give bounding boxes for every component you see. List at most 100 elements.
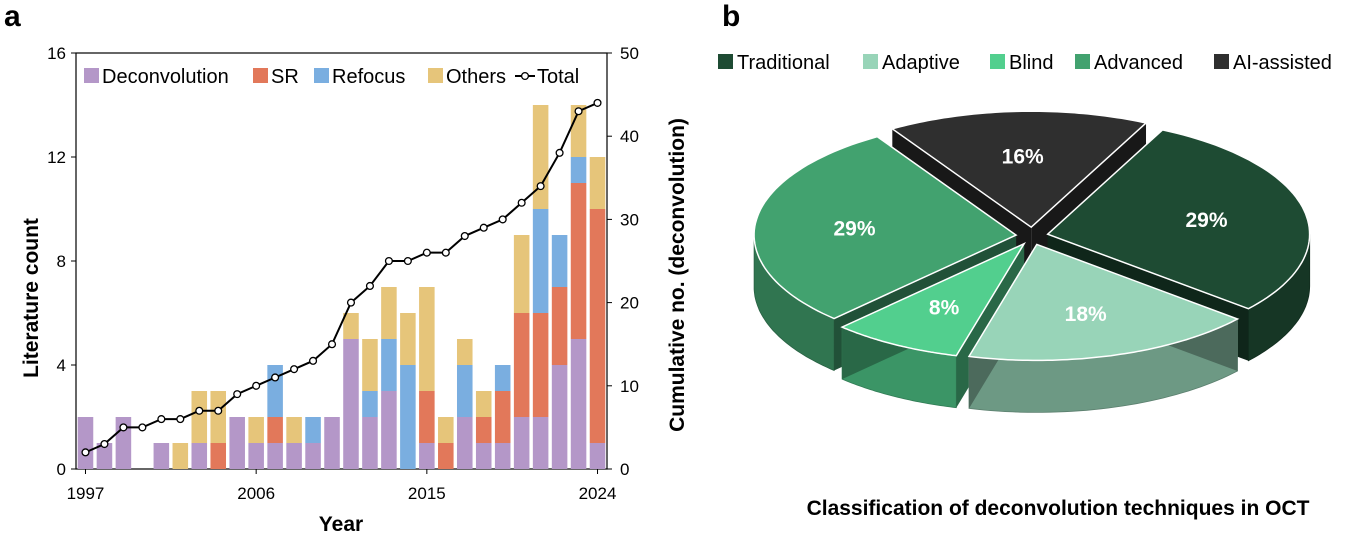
bar-refocus-2012 xyxy=(362,391,378,417)
bar-refocus-2022 xyxy=(551,235,568,287)
y2-axis-ticks: 0 10 20 30 40 50 xyxy=(607,44,639,479)
bar-others-2014 xyxy=(400,313,416,365)
pie-label-advanced: 29% xyxy=(833,218,875,241)
y-tick-label: 0 xyxy=(57,460,66,479)
bar-sr-2015 xyxy=(419,391,435,443)
bar-deconvolution-2012 xyxy=(362,417,378,469)
panel-label-b: b xyxy=(722,0,740,33)
x-tick-label: 2024 xyxy=(579,484,617,503)
pie-label-ai-assisted: 16% xyxy=(1002,145,1044,168)
total-point-1999 xyxy=(119,423,128,432)
bar-refocus-2009 xyxy=(305,417,321,443)
bar-others-2004 xyxy=(210,391,227,443)
total-point-2008 xyxy=(290,365,299,374)
x-tick-label: 2015 xyxy=(408,484,446,503)
bar-legend: Deconvolution SR Refocus Others Total xyxy=(84,66,579,88)
pie-legend-swatch-blind xyxy=(990,54,1005,69)
total-point-2000 xyxy=(138,423,147,432)
bar-deconvolution-1997 xyxy=(77,417,94,469)
bar-others-2006 xyxy=(248,417,264,443)
bar-refocus-2017 xyxy=(456,365,473,417)
bar-deconvolution-2023 xyxy=(570,339,587,469)
bar-others-2017 xyxy=(456,339,473,365)
bar-deconvolution-2018 xyxy=(475,443,492,469)
pie-tops xyxy=(753,110,1311,362)
total-point-2005 xyxy=(233,390,242,399)
bar-sr-2022 xyxy=(551,287,568,365)
y-tick-label: 4 xyxy=(57,356,66,375)
total-line xyxy=(81,98,602,457)
bar-sr-2016 xyxy=(438,443,454,469)
legend-swatch-others xyxy=(428,68,443,83)
bar-others-2015 xyxy=(419,287,435,391)
legend-label-deconvolution: Deconvolution xyxy=(102,66,229,88)
y-tick-label: 8 xyxy=(57,252,66,271)
legend-marker-total xyxy=(520,71,530,81)
bar-others-2020 xyxy=(513,235,530,313)
bar-others-2003 xyxy=(191,391,208,443)
pie-slice-advanced xyxy=(753,135,1018,320)
bar-sr-2007 xyxy=(267,417,283,443)
bar-deconvolution-2010 xyxy=(324,417,340,469)
pie-legend-label-advanced: Advanced xyxy=(1094,52,1183,74)
bar-sr-2019 xyxy=(494,391,511,443)
total-point-2009 xyxy=(309,356,318,365)
pie-legend: Traditional Adaptive Blind Advanced AI-assis… xyxy=(718,52,1332,74)
legend-label-total: Total xyxy=(537,66,579,88)
bar-deconvolution-2007 xyxy=(267,443,283,469)
pie-slice-traditional xyxy=(1046,129,1311,310)
bar-deconvolution-2019 xyxy=(494,443,511,469)
y2-axis-title: Cumulative no. (deconvolution) xyxy=(666,118,689,432)
bar-deconvolution-2022 xyxy=(551,365,568,469)
y-tick-label: 16 xyxy=(47,44,66,63)
total-point-1997 xyxy=(81,448,90,457)
bar-refocus-2013 xyxy=(381,339,397,391)
bar-refocus-2014 xyxy=(400,365,416,469)
pie-label-adaptive: 18% xyxy=(1065,303,1107,326)
bar-deconvolution-2011 xyxy=(343,339,359,469)
total-point-2003 xyxy=(195,406,204,415)
pie-legend-swatch-traditional xyxy=(718,54,733,69)
bar-others-2018 xyxy=(475,391,492,417)
legend-label-others: Others xyxy=(446,66,506,88)
total-point-2010 xyxy=(327,340,337,349)
bar-deconvolution-2024 xyxy=(589,443,606,469)
bar-deconvolution-2001 xyxy=(153,443,170,469)
pie-legend-swatch-advanced xyxy=(1075,54,1090,69)
pie-slice-blind xyxy=(840,242,1027,357)
legend-swatch-refocus xyxy=(314,68,329,83)
pie-labels: 16% 29% 18% 8% 29% xyxy=(833,145,1227,326)
bar-deconvolution-2013 xyxy=(381,391,397,469)
y-tick-label: 12 xyxy=(47,148,66,167)
bar-refocus-2021 xyxy=(532,209,549,313)
x-axis-ticks: 1997 2006 2015 2024 xyxy=(67,469,617,503)
total-point-2001 xyxy=(157,415,166,424)
bar-stacks xyxy=(77,105,606,469)
bar-deconvolution-2008 xyxy=(286,443,302,469)
pie-slice-ai-assisted xyxy=(890,110,1148,229)
bar-deconvolution-2005 xyxy=(229,417,245,469)
bar-others-2013 xyxy=(381,287,397,339)
bar-deconvolution-2003 xyxy=(191,443,208,469)
total-point-2002 xyxy=(176,415,185,424)
x-tick-label: 2006 xyxy=(237,484,275,503)
total-point-2017 xyxy=(460,231,469,241)
bar-others-2024 xyxy=(589,157,606,209)
total-point-2013 xyxy=(384,256,393,266)
pie-legend-label-adaptive: Adaptive xyxy=(882,52,960,74)
bar-sr-2004 xyxy=(210,443,227,469)
total-point-2022 xyxy=(555,148,564,157)
bar-others-2008 xyxy=(286,417,302,443)
legend-label-refocus: Refocus xyxy=(332,66,405,88)
total-point-2012 xyxy=(365,281,374,291)
pie-title: Classification of deconvolution techniqu… xyxy=(807,497,1310,520)
bar-refocus-2019 xyxy=(494,365,511,391)
total-point-2024 xyxy=(593,98,602,107)
y2-tick-label: 10 xyxy=(620,377,639,396)
bar-others-2012 xyxy=(362,339,378,391)
pie-slice-adaptive xyxy=(967,243,1240,362)
bar-others-2002 xyxy=(172,443,189,469)
bar-chart: 0 4 8 12 16 0 10 20 30 40 50 1997 2006 2015 2024 Yea… xyxy=(20,44,689,536)
total-point-2007 xyxy=(271,373,280,382)
bar-deconvolution-2006 xyxy=(248,443,264,469)
